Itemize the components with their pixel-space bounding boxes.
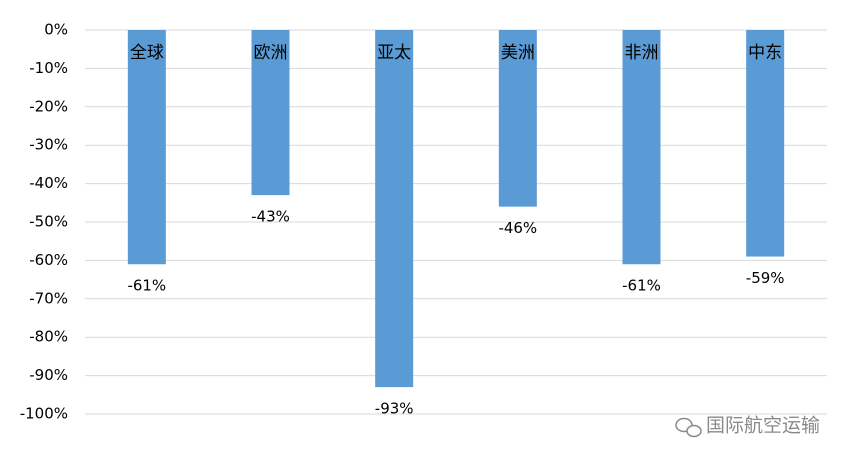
category-label: 亚太	[377, 43, 411, 63]
bar	[375, 30, 414, 388]
bar	[127, 30, 166, 265]
value-label: -61%	[622, 277, 661, 295]
value-label: -46%	[498, 219, 537, 237]
y-tick-label: -100%	[20, 405, 68, 423]
watermark-icon	[675, 417, 702, 438]
y-tick-label: -10%	[29, 59, 68, 77]
value-label: -61%	[127, 277, 166, 295]
y-tick-label: -70%	[29, 289, 68, 307]
y-tick-label: -30%	[29, 136, 68, 154]
y-tick-label: -50%	[29, 213, 68, 231]
y-tick-label: -40%	[29, 174, 68, 192]
bar	[622, 30, 661, 265]
y-tick-label: -80%	[29, 328, 68, 346]
value-label: -93%	[375, 400, 414, 418]
y-tick-label: 0%	[44, 21, 68, 39]
category-label: 非洲	[625, 43, 659, 63]
value-label: -43%	[251, 208, 290, 226]
y-tick-label: -90%	[29, 366, 68, 384]
bar	[746, 30, 785, 257]
y-tick-label: -20%	[29, 97, 68, 115]
category-label: 欧洲	[254, 43, 288, 63]
category-label: 美洲	[501, 43, 535, 63]
category-label: 全球	[130, 43, 164, 63]
watermark: 国际航空运输	[706, 415, 820, 437]
y-tick-label: -60%	[29, 251, 68, 269]
bar	[498, 30, 537, 207]
value-label: -59%	[746, 269, 785, 287]
category-label: 中东	[748, 43, 782, 63]
bar	[251, 30, 290, 196]
